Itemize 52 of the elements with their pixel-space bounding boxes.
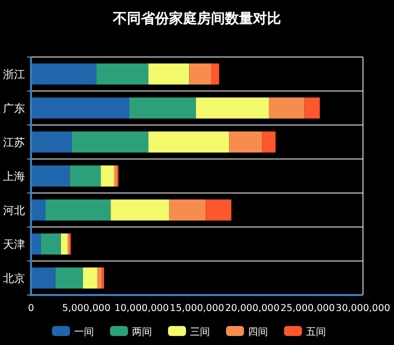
x-tick-label: 10,000,000 [114,303,169,314]
bar [55,267,84,289]
bar [189,63,212,85]
x-tick-label: 25,000,000 [280,303,335,314]
bar [83,267,98,289]
bar [211,63,220,85]
bar [31,63,96,85]
bar [206,199,232,221]
bar [100,165,114,187]
bar [96,63,148,85]
legend-label: 两间 [132,326,152,338]
x-tick-label: 20,000,000 [225,303,280,314]
y-tick-label: 广东 [3,102,25,115]
bar [169,199,206,221]
bar [148,63,190,85]
x-tick-label: 15,000,000 [170,303,224,314]
chart-title: 不同省份家庭房间数量对比 [112,10,281,27]
y-tick-label: 浙江 [3,68,25,81]
bar [129,97,196,119]
bar [31,199,46,221]
y-tick-label: 北京 [3,272,25,285]
bar [148,131,230,153]
legend-label: 三间 [190,326,210,338]
bar [229,131,262,153]
legend-label: 一间 [74,326,94,338]
bar [40,233,61,255]
bar [114,165,118,187]
bar [268,97,304,119]
bar [45,199,111,221]
bar [97,267,102,289]
bar [110,199,170,221]
bar [72,131,148,153]
bar [70,165,101,187]
bar [31,233,41,255]
y-tick-label: 河北 [3,204,25,217]
y-tick-label: 上海 [3,170,25,183]
bar [60,233,68,255]
legend-label: 四间 [248,326,268,338]
bar [304,97,320,119]
x-tick-label: 30,000,000 [336,303,390,314]
bar [196,97,269,119]
x-tick-label: 5,000,000 [62,303,111,314]
y-tick-label: 江苏 [3,136,25,149]
bar [31,131,72,153]
legend-label: 五间 [306,326,326,338]
bar [31,97,130,119]
y-tick-label: 天津 [3,238,25,251]
bar [31,165,70,187]
bar [31,267,56,289]
bar [262,131,276,153]
bar [102,267,104,289]
x-tick-label: 0 [28,303,34,314]
